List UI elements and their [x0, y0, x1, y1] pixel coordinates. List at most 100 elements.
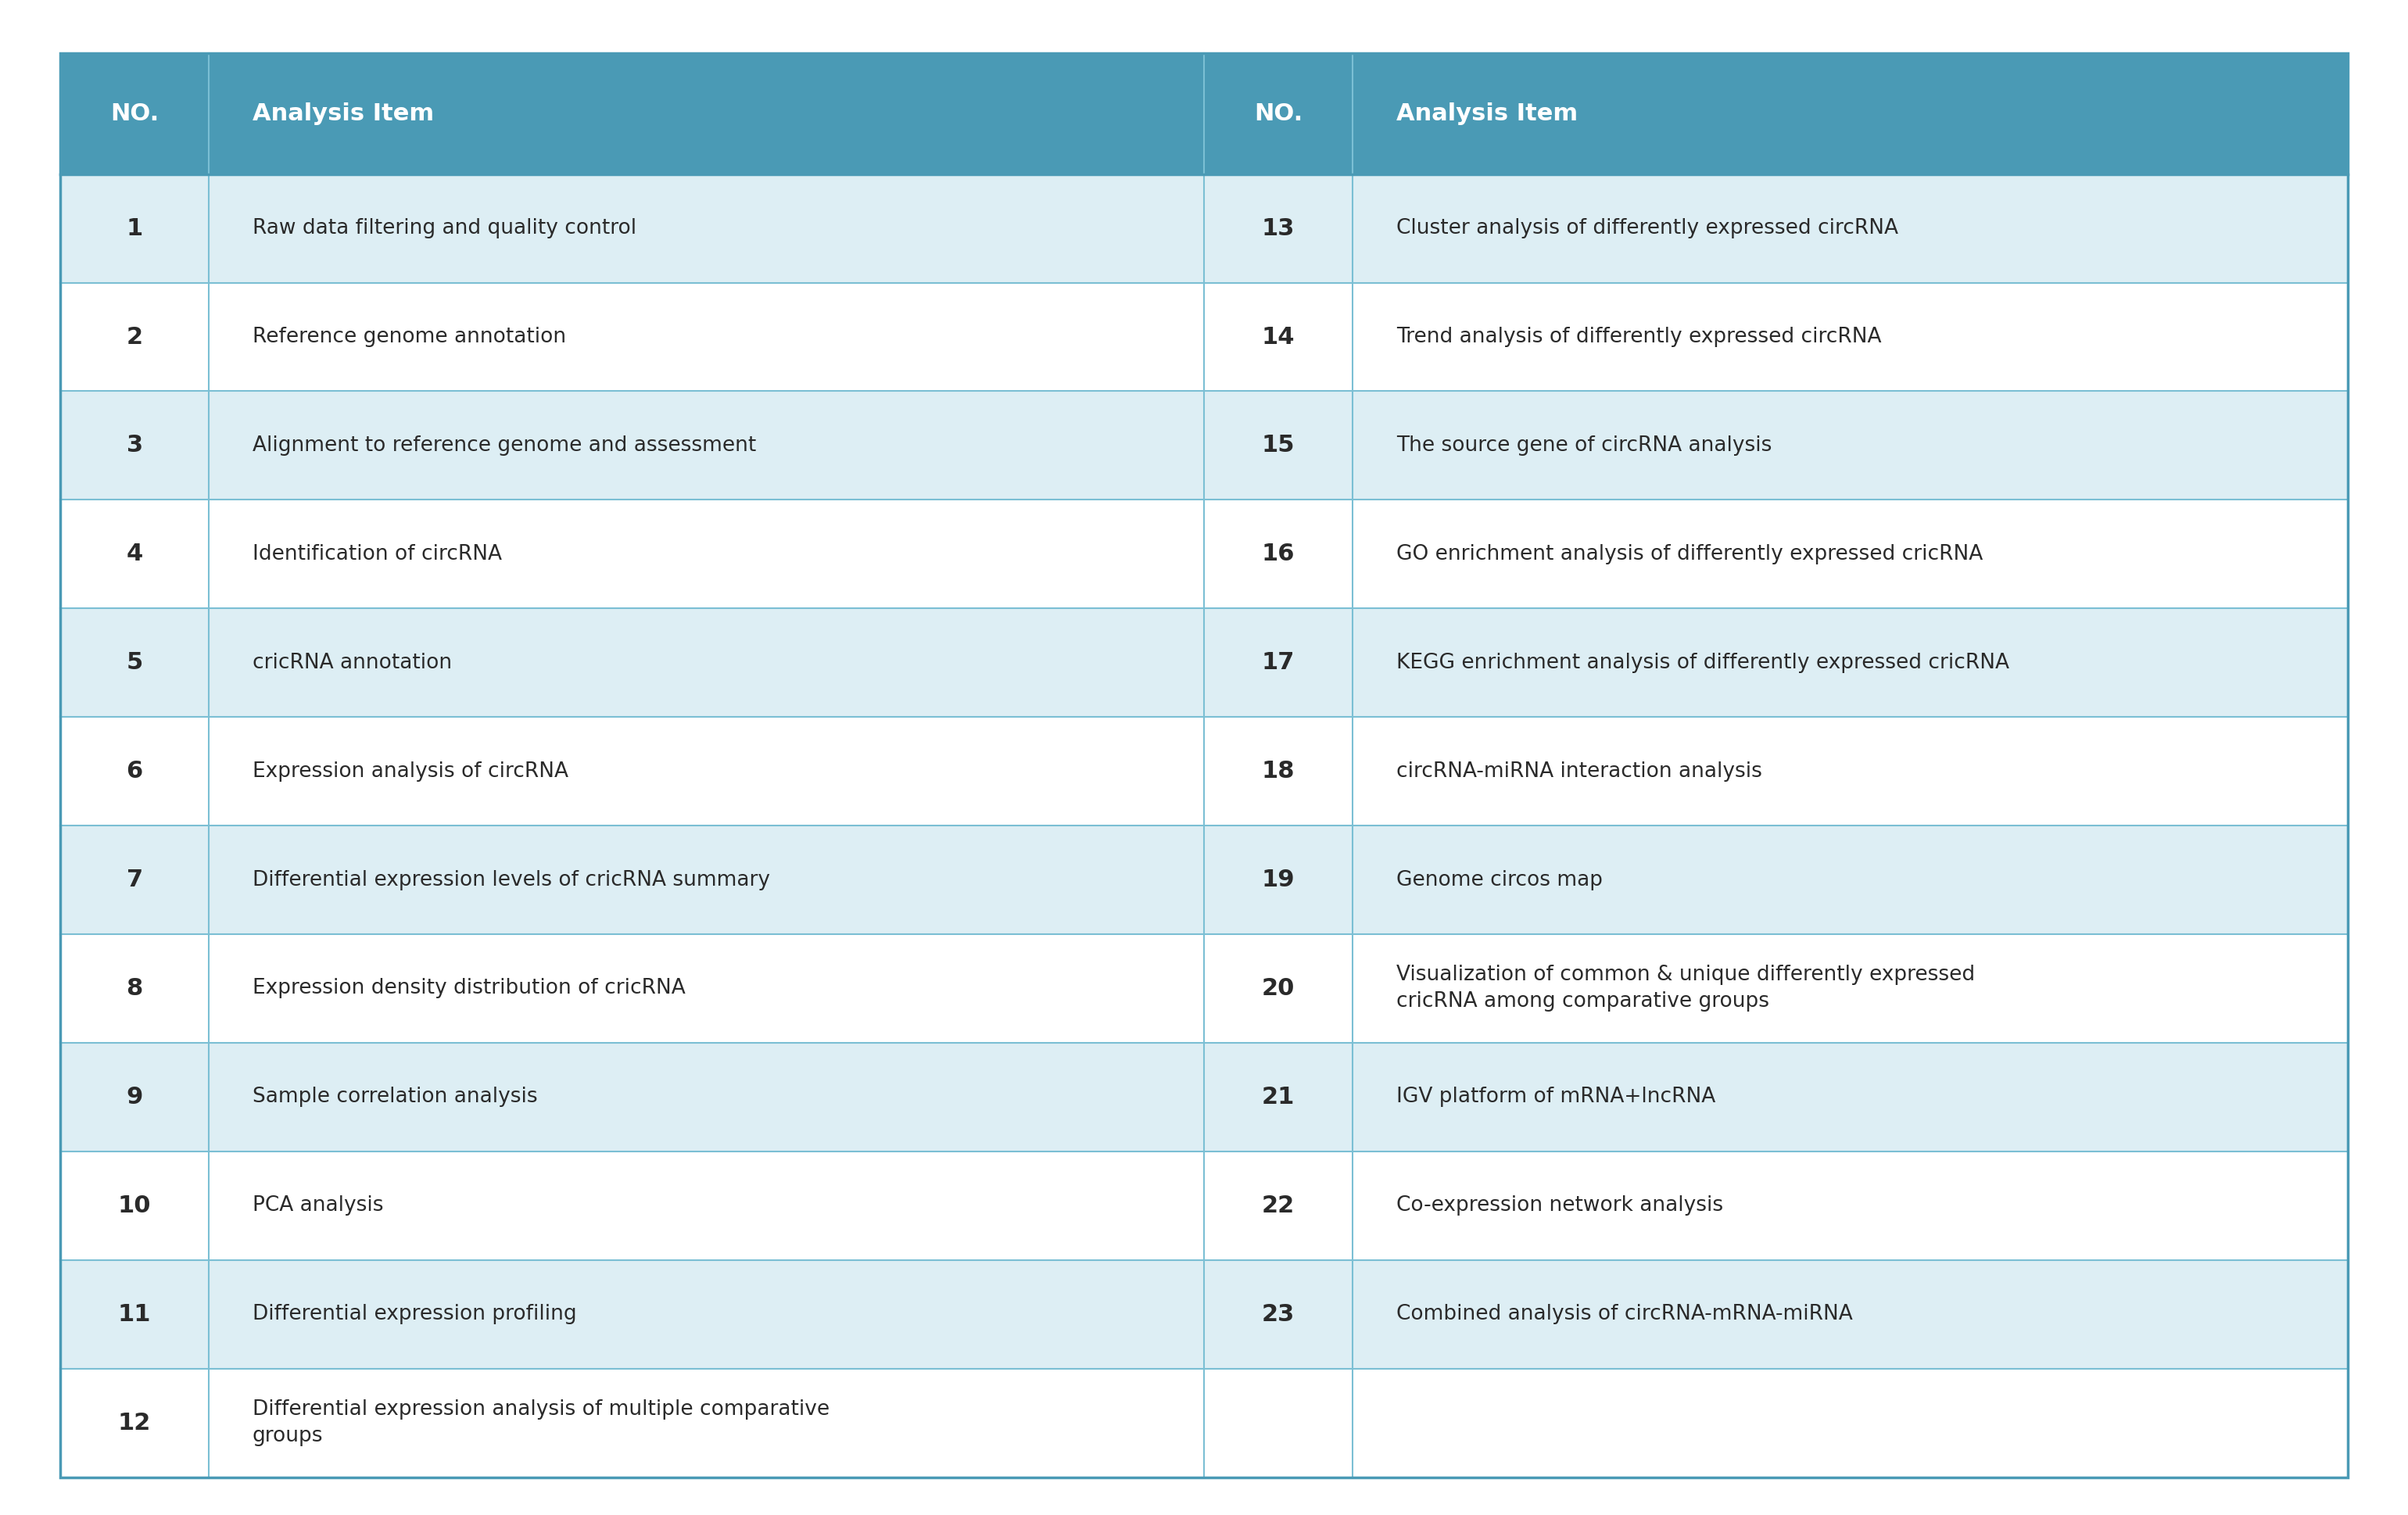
Text: IGV platform of mRNA+lncRNA: IGV platform of mRNA+lncRNA — [1397, 1086, 1714, 1107]
Bar — [1204, 1042, 1353, 1151]
Bar — [1204, 174, 1353, 283]
Bar — [1204, 609, 1353, 717]
Text: Co-expression network analysis: Co-expression network analysis — [1397, 1195, 1724, 1217]
Text: Trend analysis of differently expressed circRNA: Trend analysis of differently expressed … — [1397, 327, 1881, 347]
Bar — [1204, 935, 1353, 1042]
Text: circRNA-miRNA interaction analysis: circRNA-miRNA interaction analysis — [1397, 761, 1763, 782]
Bar — [209, 609, 1204, 717]
Bar — [1204, 1260, 1353, 1368]
Text: 9: 9 — [125, 1086, 142, 1109]
Text: Differential expression profiling: Differential expression profiling — [253, 1304, 576, 1324]
Text: 12: 12 — [118, 1412, 152, 1435]
Text: NO.: NO. — [111, 102, 159, 124]
Bar — [1353, 1368, 2348, 1477]
Bar — [1353, 1151, 2348, 1260]
Bar — [1204, 500, 1353, 609]
Bar — [60, 935, 209, 1042]
Bar — [209, 826, 1204, 935]
Text: 23: 23 — [1262, 1303, 1296, 1326]
Bar — [60, 53, 209, 174]
Text: 3: 3 — [125, 435, 142, 458]
Text: Identification of circRNA: Identification of circRNA — [253, 544, 501, 564]
Bar — [60, 1151, 209, 1260]
Text: KEGG enrichment analysis of differently expressed cricRNA: KEGG enrichment analysis of differently … — [1397, 653, 2008, 673]
Bar — [1204, 391, 1353, 500]
Text: 20: 20 — [1262, 977, 1296, 1000]
Bar — [60, 1260, 209, 1368]
Text: Expression analysis of circRNA: Expression analysis of circRNA — [253, 761, 568, 782]
Bar — [1353, 1260, 2348, 1368]
Text: 17: 17 — [1262, 651, 1296, 674]
Text: cricRNA annotation: cricRNA annotation — [253, 653, 453, 673]
Text: 19: 19 — [1262, 868, 1296, 891]
Text: 8: 8 — [125, 977, 142, 1000]
Text: 13: 13 — [1262, 217, 1296, 239]
Bar — [209, 935, 1204, 1042]
Bar — [209, 1368, 1204, 1477]
Bar — [209, 174, 1204, 283]
Bar — [60, 1042, 209, 1151]
Bar — [1353, 1042, 2348, 1151]
Text: Visualization of common & unique differently expressed
cricRNA among comparative: Visualization of common & unique differe… — [1397, 965, 1975, 1012]
Text: Genome circos map: Genome circos map — [1397, 870, 1601, 889]
Text: Raw data filtering and quality control: Raw data filtering and quality control — [253, 218, 636, 238]
Text: Cluster analysis of differently expressed circRNA: Cluster analysis of differently expresse… — [1397, 218, 1898, 238]
Text: 14: 14 — [1262, 326, 1296, 348]
Bar — [209, 1260, 1204, 1368]
Bar — [1204, 1151, 1353, 1260]
Bar — [1204, 283, 1353, 391]
Bar — [60, 1368, 209, 1477]
Text: 2: 2 — [125, 326, 142, 348]
Bar — [1204, 826, 1353, 935]
Text: Analysis Item: Analysis Item — [253, 102, 433, 124]
Text: 21: 21 — [1262, 1086, 1296, 1109]
Bar — [60, 826, 209, 935]
Bar — [1204, 1368, 1353, 1477]
Bar — [1204, 53, 1353, 174]
Text: 16: 16 — [1262, 542, 1296, 565]
Bar — [209, 500, 1204, 609]
Text: 11: 11 — [118, 1303, 152, 1326]
Text: 18: 18 — [1262, 761, 1296, 783]
Text: 6: 6 — [125, 761, 142, 783]
Bar — [60, 391, 209, 500]
Text: Sample correlation analysis: Sample correlation analysis — [253, 1086, 537, 1107]
Text: 22: 22 — [1262, 1194, 1296, 1217]
Text: 4: 4 — [125, 542, 142, 565]
Bar — [209, 717, 1204, 826]
Bar — [209, 283, 1204, 391]
Bar — [1353, 500, 2348, 609]
Text: Alignment to reference genome and assessment: Alignment to reference genome and assess… — [253, 435, 756, 456]
Bar — [1353, 826, 2348, 935]
Bar — [209, 1151, 1204, 1260]
Bar — [1353, 609, 2348, 717]
Text: Differential expression levels of cricRNA summary: Differential expression levels of cricRN… — [253, 870, 771, 889]
Bar — [1353, 174, 2348, 283]
Bar — [60, 609, 209, 717]
Bar — [60, 283, 209, 391]
Text: 10: 10 — [118, 1194, 152, 1217]
Bar — [209, 53, 1204, 174]
Text: 5: 5 — [125, 651, 142, 674]
Text: PCA analysis: PCA analysis — [253, 1195, 383, 1217]
Bar — [1353, 53, 2348, 174]
Text: Expression density distribution of cricRNA: Expression density distribution of cricR… — [253, 979, 686, 998]
Text: GO enrichment analysis of differently expressed cricRNA: GO enrichment analysis of differently ex… — [1397, 544, 1982, 564]
Text: 1: 1 — [125, 217, 142, 239]
Text: Reference genome annotation: Reference genome annotation — [253, 327, 566, 347]
Bar — [1204, 717, 1353, 826]
Bar — [60, 174, 209, 283]
Bar — [209, 391, 1204, 500]
Bar — [1353, 391, 2348, 500]
Bar — [60, 717, 209, 826]
Text: 15: 15 — [1262, 435, 1296, 458]
Text: 7: 7 — [125, 868, 142, 891]
Text: NO.: NO. — [1255, 102, 1303, 124]
Text: The source gene of circRNA analysis: The source gene of circRNA analysis — [1397, 435, 1772, 456]
Text: Combined analysis of circRNA-mRNA-miRNA: Combined analysis of circRNA-mRNA-miRNA — [1397, 1304, 1852, 1324]
Bar — [1353, 717, 2348, 826]
Text: Differential expression analysis of multiple comparative
groups: Differential expression analysis of mult… — [253, 1400, 828, 1447]
Bar — [1353, 935, 2348, 1042]
Bar — [60, 500, 209, 609]
Bar — [209, 1042, 1204, 1151]
